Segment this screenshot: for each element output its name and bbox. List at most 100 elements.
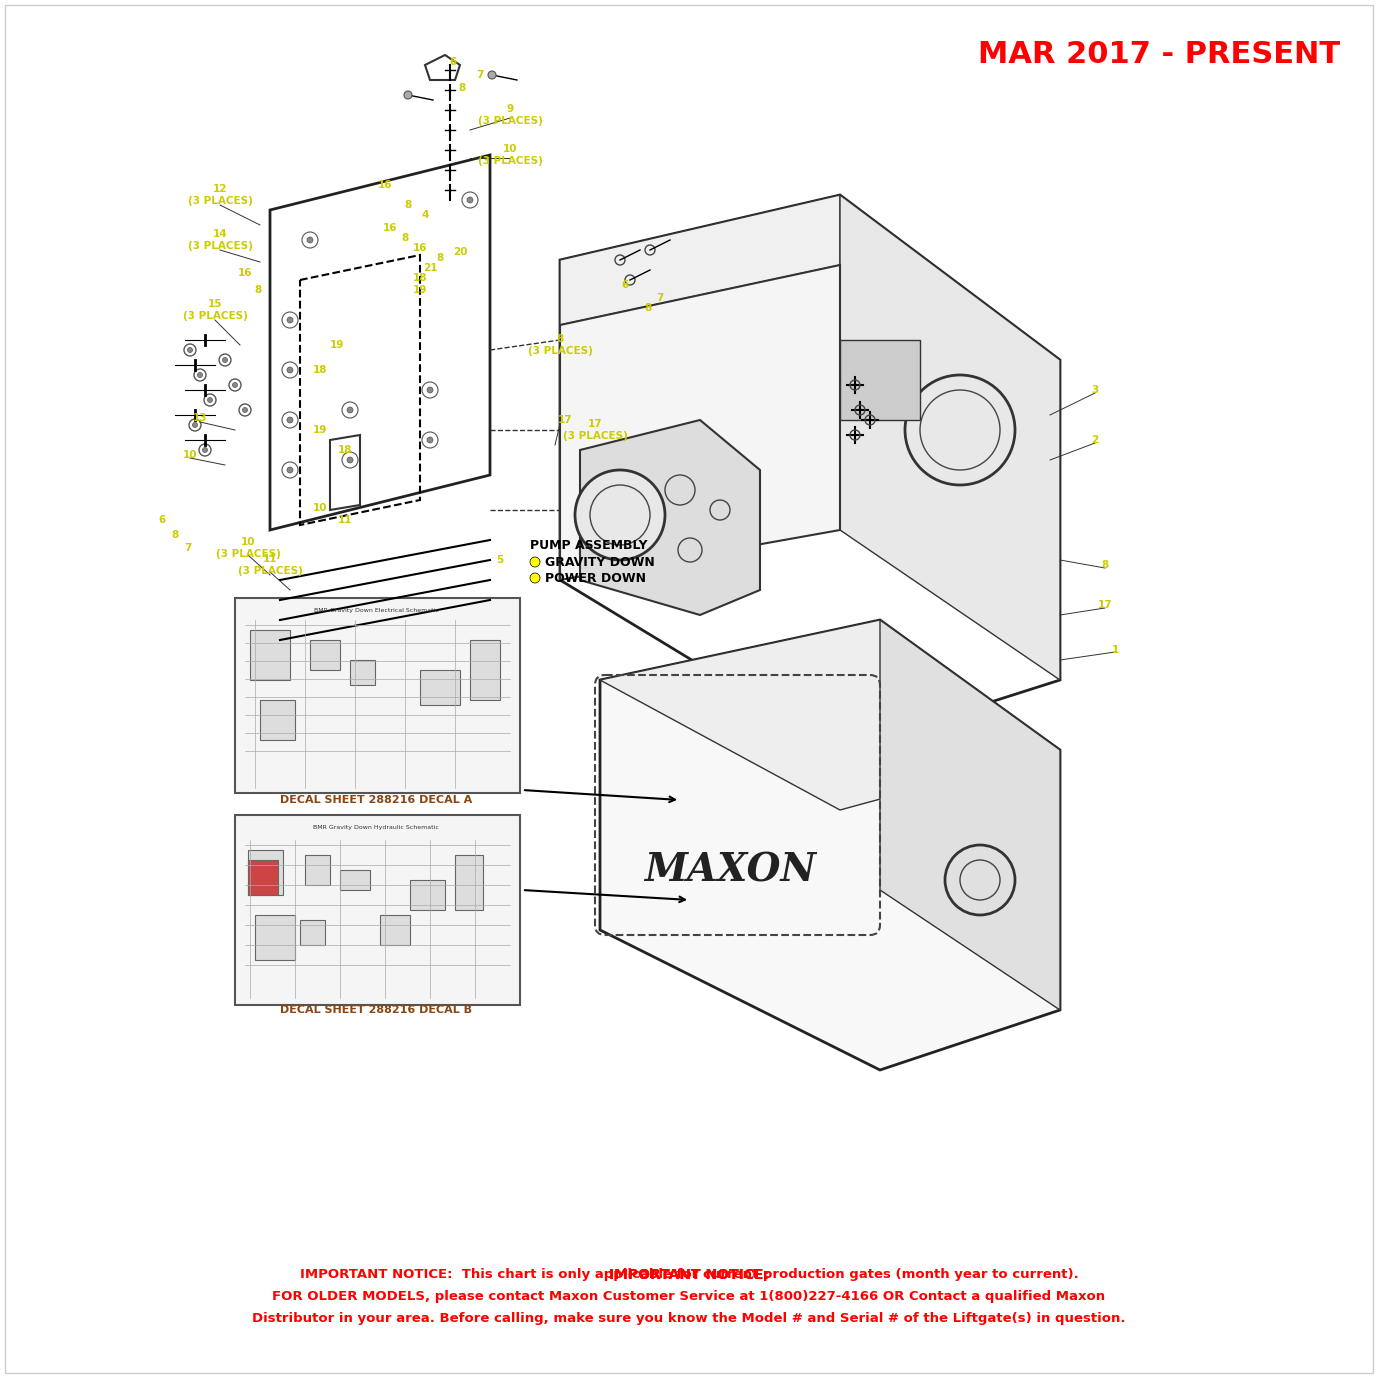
Text: 19: 19 <box>313 424 327 435</box>
Text: 8: 8 <box>1101 559 1109 570</box>
Bar <box>420 670 460 706</box>
Text: IMPORTANT NOTICE:  This chart is only applicable for current production gates (m: IMPORTANT NOTICE: This chart is only app… <box>299 1268 1079 1282</box>
Text: GRAVITY DOWN: GRAVITY DOWN <box>546 555 655 569</box>
Text: 12
(3 PLACES): 12 (3 PLACES) <box>187 185 252 205</box>
Text: 8
(3 PLACES): 8 (3 PLACES) <box>528 335 593 356</box>
Circle shape <box>287 467 294 473</box>
Text: 19: 19 <box>329 340 344 350</box>
Bar <box>340 870 371 890</box>
Text: IMPORTANT NOTICE:: IMPORTANT NOTICE: <box>609 1268 769 1282</box>
Bar <box>411 881 445 909</box>
Circle shape <box>243 408 248 412</box>
Bar <box>455 854 484 909</box>
Circle shape <box>467 197 473 203</box>
Polygon shape <box>599 620 1060 810</box>
Text: 18: 18 <box>413 273 427 282</box>
Circle shape <box>347 457 353 463</box>
Polygon shape <box>559 196 841 325</box>
Text: 7: 7 <box>656 294 664 303</box>
Text: 10
(3 PLACES): 10 (3 PLACES) <box>478 145 543 165</box>
Text: 16: 16 <box>413 243 427 254</box>
Bar <box>310 639 340 670</box>
Text: 8: 8 <box>459 83 466 92</box>
Text: 8: 8 <box>437 254 444 263</box>
Bar <box>470 639 500 700</box>
Text: 14
(3 PLACES): 14 (3 PLACES) <box>187 229 252 251</box>
Circle shape <box>222 357 227 362</box>
Text: 11
(3 PLACES): 11 (3 PLACES) <box>237 554 302 576</box>
Circle shape <box>575 470 666 559</box>
Text: 11: 11 <box>338 515 353 525</box>
Polygon shape <box>881 620 1060 1010</box>
Polygon shape <box>841 196 1060 679</box>
Circle shape <box>193 423 197 427</box>
Text: 8: 8 <box>255 285 262 295</box>
Circle shape <box>427 437 433 442</box>
Text: 17: 17 <box>558 415 572 424</box>
Text: 15
(3 PLACES): 15 (3 PLACES) <box>182 299 248 321</box>
Text: 6: 6 <box>158 515 165 525</box>
Text: 7: 7 <box>477 70 484 80</box>
Text: 16: 16 <box>383 223 397 233</box>
Bar <box>236 598 520 792</box>
Text: 9
(3 PLACES): 9 (3 PLACES) <box>478 105 543 125</box>
Circle shape <box>287 418 294 423</box>
Text: 13: 13 <box>193 413 207 423</box>
Text: 16: 16 <box>378 181 393 190</box>
Text: 8: 8 <box>401 233 409 243</box>
Text: FOR OLDER MODELS, please contact Maxon Customer Service at 1(800)227-4166 OR Con: FOR OLDER MODELS, please contact Maxon C… <box>273 1290 1105 1304</box>
Text: 19: 19 <box>413 285 427 295</box>
Circle shape <box>287 317 294 322</box>
Bar <box>248 860 278 894</box>
Text: 18: 18 <box>338 445 353 455</box>
Circle shape <box>404 91 412 99</box>
Polygon shape <box>559 265 841 580</box>
Circle shape <box>427 387 433 393</box>
Text: 18: 18 <box>313 365 327 375</box>
Bar <box>236 814 520 1005</box>
Text: 5: 5 <box>496 555 503 565</box>
Circle shape <box>347 407 353 413</box>
Text: 10: 10 <box>313 503 327 513</box>
Circle shape <box>187 347 193 353</box>
Text: PUMP ASSEMBLY: PUMP ASSEMBLY <box>531 539 648 551</box>
Text: 2: 2 <box>1091 435 1098 445</box>
Text: MAR 2017 - PRESENT: MAR 2017 - PRESENT <box>978 40 1339 69</box>
Text: 1: 1 <box>1112 645 1119 655</box>
Text: DECAL SHEET 288216 DECAL A: DECAL SHEET 288216 DECAL A <box>280 795 473 805</box>
Polygon shape <box>580 420 761 615</box>
Text: 20: 20 <box>453 247 467 258</box>
Text: 7: 7 <box>185 543 192 553</box>
Text: MAXON: MAXON <box>644 852 816 889</box>
Bar <box>260 700 295 740</box>
Bar <box>305 854 329 885</box>
Text: 6: 6 <box>621 280 628 289</box>
Bar <box>841 340 921 420</box>
Polygon shape <box>599 620 1060 1069</box>
Bar <box>255 915 295 960</box>
Text: 3: 3 <box>1091 384 1098 395</box>
Bar <box>380 915 411 945</box>
Text: IMPORTANT NOTICE:: IMPORTANT NOTICE: <box>609 1268 769 1282</box>
Circle shape <box>287 367 294 373</box>
Bar <box>350 660 375 685</box>
Text: 4: 4 <box>422 209 429 220</box>
Text: DECAL SHEET 288216 DECAL B: DECAL SHEET 288216 DECAL B <box>280 1005 473 1016</box>
Text: 8: 8 <box>645 303 652 313</box>
Text: POWER DOWN: POWER DOWN <box>546 572 646 584</box>
Circle shape <box>203 448 208 452</box>
Text: BMR Gravity Down Electrical Schematic: BMR Gravity Down Electrical Schematic <box>314 608 438 612</box>
Circle shape <box>531 573 540 583</box>
Text: 17: 17 <box>1098 599 1112 610</box>
Bar <box>249 630 289 679</box>
Text: 8: 8 <box>171 531 179 540</box>
Text: 6: 6 <box>449 56 456 68</box>
Circle shape <box>307 237 313 243</box>
Text: 10: 10 <box>183 451 197 460</box>
Text: 8: 8 <box>404 200 412 209</box>
Circle shape <box>197 372 203 378</box>
Bar <box>300 921 325 945</box>
Circle shape <box>531 557 540 566</box>
Text: 10
(3 PLACES): 10 (3 PLACES) <box>215 537 281 559</box>
Text: 16: 16 <box>238 267 252 278</box>
